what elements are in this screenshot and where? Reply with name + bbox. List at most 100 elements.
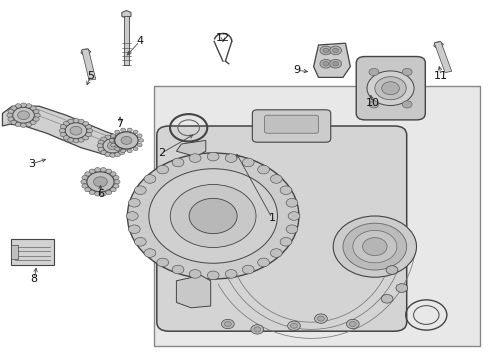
Polygon shape bbox=[314, 43, 350, 77]
Circle shape bbox=[95, 192, 100, 196]
Circle shape bbox=[33, 117, 39, 121]
Circle shape bbox=[128, 198, 140, 207]
Polygon shape bbox=[434, 41, 452, 73]
Circle shape bbox=[121, 128, 125, 132]
Text: 4: 4 bbox=[136, 36, 143, 46]
Circle shape bbox=[258, 258, 270, 267]
Circle shape bbox=[369, 68, 379, 76]
Circle shape bbox=[119, 150, 124, 154]
Circle shape bbox=[103, 139, 122, 153]
Circle shape bbox=[189, 154, 201, 162]
Circle shape bbox=[110, 172, 116, 176]
Circle shape bbox=[286, 225, 298, 234]
Circle shape bbox=[115, 130, 120, 134]
Text: 5: 5 bbox=[87, 71, 94, 81]
Circle shape bbox=[318, 316, 324, 321]
Circle shape bbox=[207, 271, 219, 280]
Circle shape bbox=[110, 134, 116, 139]
Circle shape bbox=[101, 137, 107, 141]
Circle shape bbox=[382, 82, 399, 95]
Circle shape bbox=[111, 143, 116, 147]
Circle shape bbox=[81, 180, 87, 184]
Circle shape bbox=[119, 137, 124, 141]
Circle shape bbox=[134, 238, 146, 246]
Circle shape bbox=[110, 153, 116, 157]
Circle shape bbox=[323, 48, 329, 53]
Circle shape bbox=[243, 265, 254, 274]
Circle shape bbox=[21, 103, 26, 107]
Polygon shape bbox=[11, 245, 18, 259]
Circle shape bbox=[115, 147, 120, 150]
Circle shape bbox=[171, 184, 256, 248]
Circle shape bbox=[363, 238, 387, 256]
Circle shape bbox=[15, 104, 21, 108]
Circle shape bbox=[288, 212, 300, 220]
Circle shape bbox=[134, 186, 146, 194]
Circle shape bbox=[353, 230, 397, 263]
Circle shape bbox=[280, 186, 292, 194]
Circle shape bbox=[59, 129, 65, 133]
Polygon shape bbox=[176, 275, 211, 308]
Circle shape bbox=[30, 120, 36, 125]
Circle shape bbox=[333, 216, 416, 277]
Circle shape bbox=[369, 101, 379, 108]
Circle shape bbox=[225, 154, 237, 162]
Circle shape bbox=[34, 113, 40, 117]
Circle shape bbox=[346, 319, 359, 329]
Circle shape bbox=[402, 101, 412, 108]
Text: 9: 9 bbox=[293, 65, 300, 75]
Circle shape bbox=[122, 140, 127, 144]
Polygon shape bbox=[2, 106, 127, 155]
Circle shape bbox=[172, 158, 184, 167]
Circle shape bbox=[127, 128, 132, 132]
Circle shape bbox=[291, 323, 297, 328]
Circle shape bbox=[98, 147, 104, 152]
Circle shape bbox=[98, 140, 104, 144]
Circle shape bbox=[106, 169, 112, 174]
Circle shape bbox=[224, 321, 231, 327]
Circle shape bbox=[189, 270, 201, 278]
Circle shape bbox=[127, 149, 132, 153]
Circle shape bbox=[189, 198, 237, 234]
Circle shape bbox=[115, 135, 121, 139]
Circle shape bbox=[221, 319, 234, 329]
Circle shape bbox=[139, 139, 144, 142]
Circle shape bbox=[396, 284, 408, 292]
Polygon shape bbox=[122, 10, 131, 18]
Circle shape bbox=[144, 175, 156, 183]
Circle shape bbox=[60, 132, 66, 137]
Circle shape bbox=[70, 126, 82, 135]
Circle shape bbox=[288, 321, 300, 330]
Text: 1: 1 bbox=[269, 213, 275, 223]
Text: 8: 8 bbox=[31, 274, 38, 284]
Polygon shape bbox=[434, 41, 443, 49]
Text: 6: 6 bbox=[97, 189, 104, 199]
Circle shape bbox=[11, 106, 17, 110]
Text: 7: 7 bbox=[117, 119, 123, 129]
Circle shape bbox=[157, 165, 169, 174]
Circle shape bbox=[115, 132, 138, 149]
Circle shape bbox=[280, 238, 292, 246]
Circle shape bbox=[343, 223, 407, 270]
Circle shape bbox=[68, 138, 74, 142]
Circle shape bbox=[8, 109, 14, 113]
Circle shape bbox=[149, 169, 277, 263]
Circle shape bbox=[270, 249, 282, 257]
Circle shape bbox=[95, 168, 100, 172]
Circle shape bbox=[320, 59, 332, 68]
Circle shape bbox=[60, 125, 66, 129]
Text: 10: 10 bbox=[366, 98, 379, 108]
Circle shape bbox=[270, 175, 282, 183]
Circle shape bbox=[115, 152, 121, 157]
Circle shape bbox=[15, 122, 21, 127]
Polygon shape bbox=[81, 49, 91, 55]
Circle shape bbox=[323, 62, 329, 66]
Circle shape bbox=[243, 158, 254, 167]
Circle shape bbox=[402, 68, 412, 76]
Circle shape bbox=[83, 121, 89, 126]
Circle shape bbox=[113, 175, 119, 180]
Circle shape bbox=[258, 165, 270, 174]
Circle shape bbox=[89, 190, 95, 194]
Circle shape bbox=[97, 144, 103, 148]
Circle shape bbox=[89, 169, 95, 174]
